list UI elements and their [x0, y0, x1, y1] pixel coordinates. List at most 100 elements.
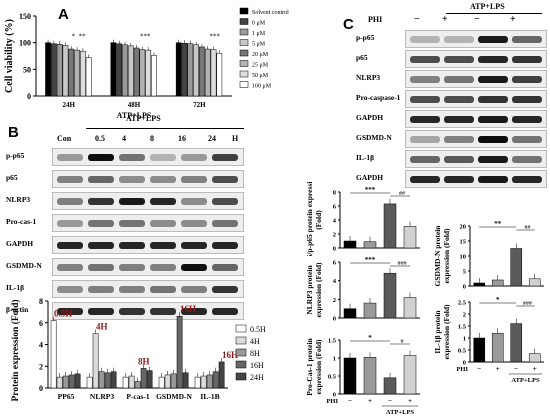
- bar: [528, 278, 541, 287]
- blot-row-label: GAPDH: [356, 113, 384, 122]
- bar: [140, 368, 147, 389]
- blot-row: p65: [350, 50, 550, 68]
- y-axis-label: Protein expression (Fold): [10, 299, 21, 401]
- blot-strip: [52, 192, 244, 210]
- bar: [133, 47, 140, 97]
- bar: [74, 49, 80, 97]
- blot-band: [444, 96, 474, 103]
- blot-band: [88, 176, 114, 183]
- blot-band: [410, 56, 440, 63]
- blot-band: [512, 56, 542, 63]
- x-axis-label: ATP+LPS: [117, 111, 152, 120]
- blot-band: [212, 308, 238, 315]
- blot-band: [119, 220, 145, 227]
- y-tick-label: 0: [463, 284, 466, 291]
- y-axis-label: p65/p-p65 protein expression: [305, 182, 314, 256]
- y-axis-label: Pro-Cas-1 protein: [305, 337, 314, 395]
- bar: [403, 226, 417, 249]
- annotation-label: 8H: [138, 356, 150, 366]
- y-tick-label: 1.5: [458, 324, 467, 331]
- legend-swatch: [235, 324, 247, 333]
- blot-strip: [52, 280, 244, 298]
- y-tick-label: 0: [333, 246, 336, 253]
- bar: [216, 53, 223, 97]
- blot-row-label: p-p65: [6, 151, 25, 160]
- blot-row-label: GSDMD-N: [356, 133, 392, 142]
- bar: [128, 375, 135, 389]
- phi-label: PHI: [368, 15, 383, 24]
- treatment-line: [86, 128, 244, 129]
- group-line: [446, 13, 542, 14]
- significance-label: **: [494, 220, 502, 228]
- legend-label: 0.5H: [250, 325, 266, 334]
- pp65-chart: 0 2 4 6 8 p65/p-p65 protein expression (Fold) *…: [305, 182, 420, 256]
- blot-band: [478, 36, 508, 43]
- y-axis-label: expression (Fold): [442, 304, 451, 360]
- protein-expression-chart: 0 2 4 6 8 Protein expression (Fold) PP65 NLRP3 P…: [10, 297, 266, 402]
- phi-sign: −: [388, 397, 392, 405]
- y-tick-label: 8: [39, 297, 43, 306]
- blot-band: [512, 116, 542, 123]
- blot-row: p-p65: [350, 30, 550, 48]
- bar: [116, 43, 123, 97]
- blot-strip: [52, 148, 244, 166]
- bar: [56, 376, 63, 389]
- panel-b-blot: ATP+LPS Con 0.5 4 8 16 24 H p-p65 p65 NLRP3 Pro-c…: [0, 114, 250, 380]
- bar: [206, 374, 213, 389]
- blot-band: [181, 308, 207, 315]
- blot-band: [410, 176, 440, 183]
- bar: [92, 333, 99, 389]
- blot-row: p65: [0, 170, 250, 188]
- y-axis-label: IL-1β protein: [433, 310, 442, 354]
- bar: [56, 44, 63, 97]
- y-tick-label: 20: [460, 224, 467, 231]
- blot-band: [444, 156, 474, 163]
- legend-swatch: [239, 49, 249, 57]
- blot-strip: [52, 258, 244, 276]
- y-axis-label: (Fold): [314, 210, 323, 230]
- blot-band: [410, 76, 440, 83]
- significance-label: ##: [399, 191, 405, 197]
- bar: [86, 376, 93, 389]
- y-axis-label: Cell viability (%): [4, 19, 15, 93]
- legend-swatch: [235, 348, 247, 357]
- blot-row: IL-1β: [350, 150, 550, 168]
- group-label: ATP+LPS: [470, 2, 505, 11]
- blot-row-label: GAPDH: [6, 239, 34, 248]
- bar: [403, 355, 417, 395]
- blot-strip: [52, 236, 244, 254]
- blot-row: Pro-cas-1: [0, 214, 250, 232]
- phi-sign: −: [474, 14, 480, 25]
- legend-label: 20 μM: [252, 52, 269, 58]
- blot-band: [478, 136, 508, 143]
- y-tick-label: 2: [333, 232, 336, 239]
- group-label: ATP+LPS: [386, 409, 415, 416]
- bar: [343, 357, 357, 395]
- blot-row-label: IL-1β: [6, 283, 25, 292]
- blot-row-label: Pro-cas-1: [6, 217, 37, 226]
- blot-column-label: 24: [208, 134, 216, 143]
- x-tick-label: P-cas-1: [126, 392, 150, 401]
- x-tick-label: PP65: [58, 392, 75, 401]
- bar: [176, 315, 183, 389]
- bar: [104, 372, 111, 389]
- blot-band: [410, 116, 440, 123]
- blot-row-label: IL-1β: [356, 153, 375, 162]
- bar: [473, 337, 486, 363]
- blot-columns: Con 0.5 4 8 16 24 H: [0, 134, 250, 144]
- blot-band: [212, 198, 238, 205]
- blot-band: [150, 198, 176, 205]
- blot-band: [119, 176, 145, 183]
- significance-label: *: [368, 334, 372, 342]
- blot-band: [444, 116, 474, 123]
- blot-band: [119, 198, 145, 205]
- y-tick-label: 0: [333, 316, 336, 323]
- phi-sign: −: [514, 365, 518, 373]
- y-tick-label: 2: [463, 312, 466, 319]
- phi-label: PHI: [326, 398, 338, 405]
- blot-column-label: H: [232, 134, 239, 143]
- phi-sign: +: [368, 397, 372, 405]
- blot-column-label: 16: [178, 134, 186, 143]
- y-axis-label: expression (Fold): [314, 262, 323, 318]
- blot-band: [119, 308, 145, 315]
